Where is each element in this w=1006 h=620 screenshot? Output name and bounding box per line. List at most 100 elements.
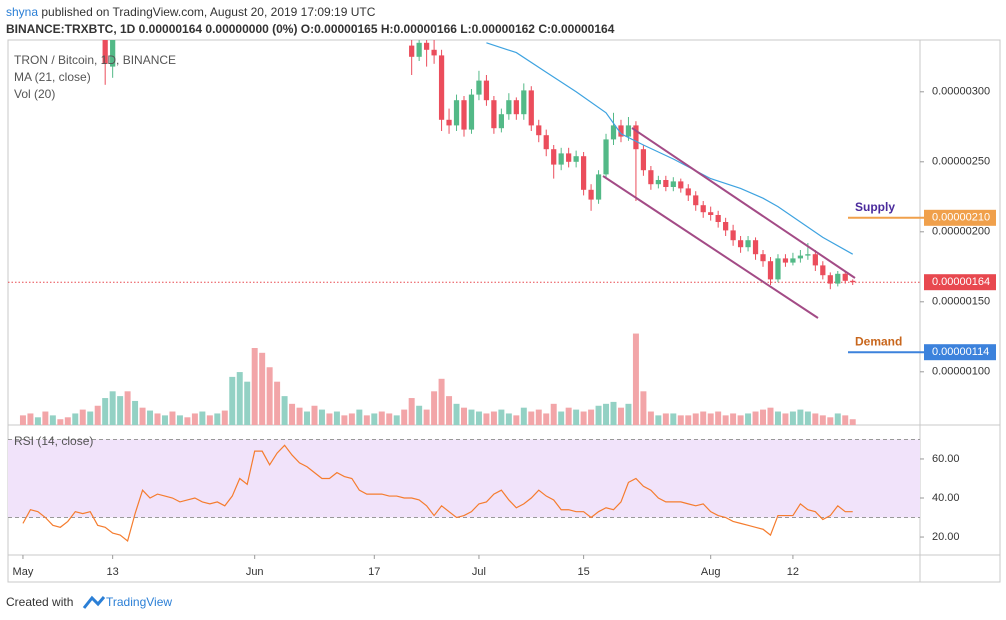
candle-body	[610, 125, 617, 140]
candle-body	[745, 240, 751, 248]
volume-bar	[558, 411, 565, 425]
volume-bar	[700, 411, 707, 425]
candle-body	[850, 280, 856, 283]
candle-body	[782, 258, 789, 263]
candle-body	[700, 205, 706, 213]
candle-body	[618, 125, 624, 137]
candle-body	[812, 254, 818, 266]
volume-bar	[296, 407, 303, 425]
volume-bar	[737, 415, 744, 425]
candle-body	[723, 222, 729, 231]
candle-body	[640, 149, 647, 171]
candle-body	[102, 40, 108, 64]
volume-bar	[281, 396, 288, 425]
candle-body	[730, 230, 736, 241]
volume-bar	[670, 413, 677, 425]
volume-bar	[715, 411, 722, 425]
rsi-pane	[8, 438, 920, 542]
volume-bar	[453, 403, 460, 425]
x-tick-label: May	[13, 566, 34, 578]
volume-bar	[176, 415, 183, 425]
candle-body	[558, 153, 564, 165]
author[interactable]: shyna	[6, 5, 38, 19]
volume-bar	[244, 381, 251, 425]
candle-body	[625, 125, 632, 137]
channel-lower	[602, 175, 819, 319]
volume-bar	[139, 407, 146, 425]
volume-bar	[206, 415, 213, 425]
candle-body	[431, 49, 437, 56]
volume-bar	[221, 410, 228, 425]
volume-bar	[475, 411, 482, 425]
volume-bar	[640, 391, 647, 425]
volume-bar	[64, 417, 71, 425]
candle-body	[491, 100, 497, 129]
candle-body	[678, 181, 684, 189]
volume-bar	[229, 376, 236, 425]
volume-bar	[72, 413, 79, 425]
volume-bar	[326, 413, 333, 425]
x-tick-label: Jul	[472, 566, 486, 578]
candle-body	[805, 254, 811, 256]
volume-bar	[236, 372, 243, 425]
volume-bar	[617, 407, 624, 425]
y-tick-label: 0.00000150	[932, 296, 990, 308]
volume-bar	[446, 396, 453, 425]
volume-bar	[431, 391, 438, 425]
x-tick-label: Jun	[246, 566, 264, 578]
candle-body	[521, 90, 527, 115]
volume-bar	[371, 413, 378, 425]
candle-body	[603, 139, 609, 175]
candle-body	[536, 125, 542, 136]
volume-bar	[49, 415, 56, 425]
volume-bar	[251, 348, 258, 425]
candle-body	[483, 80, 490, 101]
candle-body	[797, 255, 804, 259]
volume-bar	[610, 401, 617, 425]
candle-body	[767, 261, 774, 280]
volume-bar	[573, 409, 580, 425]
legend-ma: MA (21, close)	[14, 70, 91, 84]
volume-bar	[849, 419, 856, 425]
channel-upper	[631, 127, 856, 279]
candle-body	[513, 100, 519, 115]
candle-body	[655, 180, 661, 185]
candle-body	[835, 273, 841, 284]
volume-bar	[580, 411, 587, 425]
current-price-label: 0.00000164	[932, 276, 990, 288]
candle-body	[453, 100, 460, 126]
x-tick-label: 12	[787, 566, 799, 578]
volume-bar	[834, 413, 841, 425]
footer-brand[interactable]: TradingView	[106, 595, 172, 609]
rsi-tick-label: 40.00	[932, 492, 960, 504]
candle-body	[715, 215, 721, 222]
volume-bar	[730, 413, 737, 425]
volume-bar	[603, 403, 610, 425]
candle-body	[461, 100, 467, 130]
level-badge	[924, 344, 996, 361]
volume-bar	[520, 407, 527, 425]
ma-line	[486, 42, 854, 255]
volume-bar	[760, 409, 767, 425]
volume-bar	[588, 409, 595, 425]
volume-bar	[842, 415, 849, 425]
legend-title: TRON / Bitcoin, 1D, BINANCE	[14, 53, 176, 67]
candle-body	[409, 45, 415, 57]
volume-bar	[102, 398, 109, 425]
volume-bar	[214, 413, 221, 425]
volume-bar	[827, 417, 834, 425]
candle-body	[438, 55, 445, 120]
axes: 0.00000300 0.00000250 0.00000200 0.00000150…	[13, 86, 996, 578]
volume-bar	[438, 378, 445, 425]
candle-body	[476, 80, 482, 95]
candle-body	[775, 258, 781, 280]
volume-bar	[565, 407, 572, 425]
volume-bar	[707, 413, 714, 425]
candle-body	[760, 254, 766, 262]
rsi-line	[22, 444, 853, 542]
rsi-band	[8, 439, 920, 518]
volume-bar	[94, 405, 101, 425]
volume-bar	[132, 400, 139, 425]
volume-bar	[154, 413, 161, 425]
volume-bar	[490, 411, 497, 425]
